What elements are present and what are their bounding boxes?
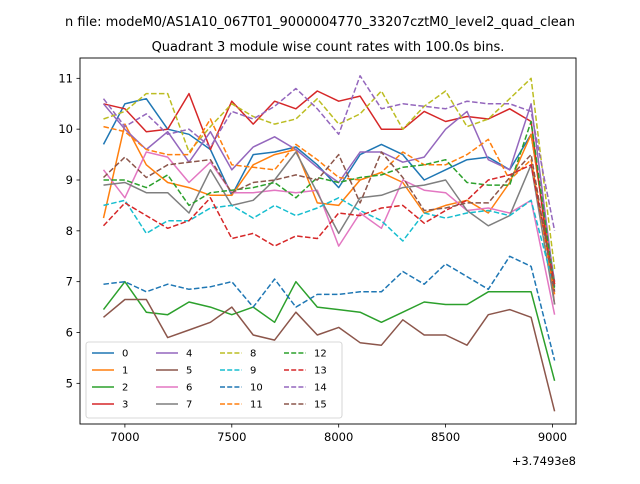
series-line-2 [102, 280, 556, 381]
x-tick-label: 7500 [217, 430, 246, 444]
legend-label-10: 10 [250, 383, 263, 394]
series-line-15 [102, 151, 556, 292]
series-line-0 [102, 97, 556, 282]
x-tick-label: 8000 [324, 430, 353, 444]
legend-label-11: 11 [250, 400, 263, 411]
y-tick-label: 11 [58, 71, 73, 85]
y-axis: 5 6 7 8 9 10 11 [58, 71, 80, 390]
y-tick-label: 5 [66, 376, 73, 390]
legend-label-7: 7 [186, 400, 192, 411]
legend-label-8: 8 [250, 349, 256, 360]
legend-label-4: 4 [186, 349, 192, 360]
series-line-4 [102, 103, 556, 287]
x-axis-offset-label: +3.7493e8 [512, 454, 576, 468]
legend-label-6: 6 [186, 383, 192, 394]
legend-frame [85, 341, 343, 419]
series-line-1 [102, 123, 556, 285]
axes-frame [79, 57, 577, 425]
series-line-9 [103, 197, 556, 290]
series-line-5 [103, 298, 556, 412]
series-line-13 [102, 164, 556, 285]
legend-label-5: 5 [186, 366, 192, 377]
y-tick-label: 6 [66, 326, 73, 340]
series-line-7 [103, 151, 556, 305]
series-line-11 [103, 118, 556, 295]
legend-label-15: 15 [314, 400, 327, 411]
legend-label-3: 3 [122, 400, 128, 411]
x-tick-label: 9000 [538, 430, 567, 444]
legend-label-13: 13 [314, 366, 327, 377]
series-line-6 [102, 151, 556, 315]
series-line-14 [102, 75, 556, 231]
y-tick-label: 9 [66, 173, 73, 187]
series-layer [102, 75, 556, 412]
legend-label-9: 9 [250, 366, 256, 377]
y-tick-label: 7 [66, 275, 73, 289]
legend-label-2: 2 [122, 383, 128, 394]
x-tick-label: 8500 [431, 430, 460, 444]
x-axis: 7000 7500 8000 8500 9000 [110, 424, 567, 444]
series-line-3 [103, 90, 556, 305]
y-tick-label: 10 [58, 122, 73, 136]
series-line-10 [103, 255, 556, 361]
figure-suptitle: n file: modeM0/AS1A10_067T01_9000004770_… [65, 15, 575, 30]
series-line-12 [103, 120, 556, 290]
legend-label-1: 1 [122, 366, 128, 377]
legend-label-12: 12 [314, 349, 327, 360]
y-tick-label: 8 [66, 224, 73, 238]
legend-label-0: 0 [122, 349, 128, 360]
chart-title: Quadrant 3 module wise count rates with … [152, 40, 505, 55]
legend-label-14: 14 [314, 383, 327, 394]
x-tick-label: 7000 [110, 430, 139, 444]
series-line-8 [103, 77, 556, 270]
